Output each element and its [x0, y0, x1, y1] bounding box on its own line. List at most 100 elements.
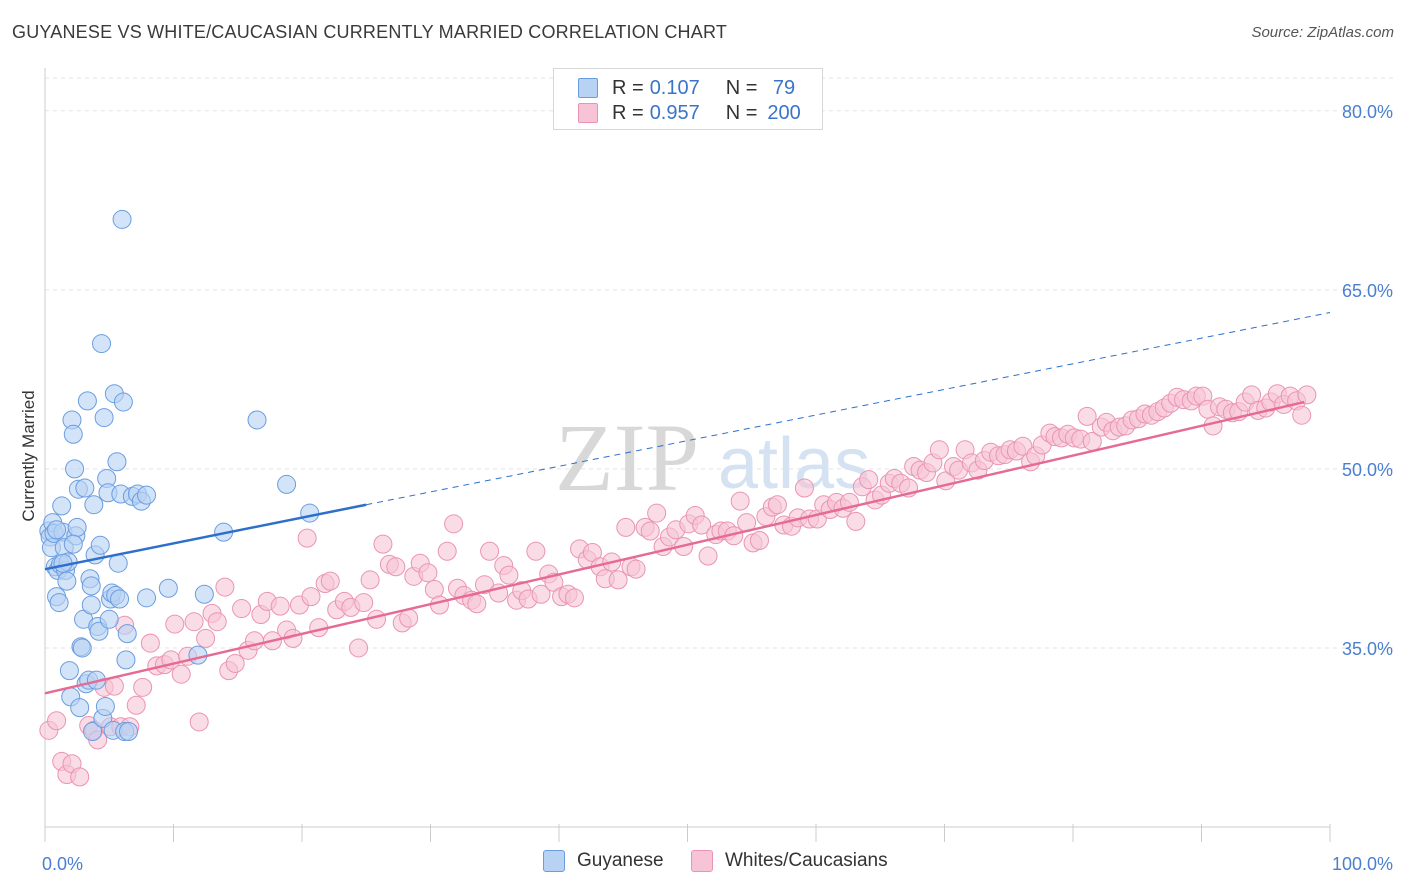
data-point-whites [1292, 405, 1312, 425]
data-point-whites [171, 664, 191, 684]
data-point-guyanese [77, 391, 97, 411]
y-tick-label: 80.0% [1342, 102, 1393, 122]
data-point-guyanese [47, 520, 67, 540]
data-point-whites [1297, 385, 1317, 405]
data-point-guyanese [99, 609, 119, 629]
data-point-whites [616, 517, 636, 537]
data-point-whites [232, 599, 252, 619]
data-point-whites [70, 767, 90, 787]
legend-r-label: R = [612, 76, 644, 99]
data-point-guyanese [65, 459, 85, 479]
data-point-guyanese [194, 584, 214, 604]
data-point-whites [373, 534, 393, 554]
grid [45, 77, 1393, 649]
legend-swatch-pink [691, 850, 713, 872]
data-point-guyanese [83, 722, 103, 742]
watermark-zip: ZIP [555, 404, 699, 511]
data-point-guyanese [94, 408, 114, 428]
legend-swatch-blue [578, 78, 598, 98]
y-tick-labels: 35.0% 50.0% 65.0% 80.0% [1342, 102, 1393, 659]
y-tick-label: 35.0% [1342, 639, 1393, 659]
data-point-whites [297, 528, 317, 548]
data-point-whites [467, 594, 487, 614]
data-point-guyanese [119, 722, 139, 742]
data-point-whites [165, 614, 185, 634]
data-point-guyanese [81, 576, 101, 596]
legend-n-value: 200 [767, 101, 801, 124]
legend-label-whites: Whites/Caucasians [725, 850, 888, 871]
data-point-whites [133, 677, 153, 697]
data-point-guyanese [81, 595, 101, 615]
data-point-guyanese [75, 478, 95, 498]
y-tick-label: 50.0% [1342, 460, 1393, 480]
data-point-whites [749, 531, 769, 551]
data-point-whites [608, 570, 628, 590]
data-point-whites [126, 695, 146, 715]
data-point-guyanese [63, 424, 83, 444]
data-point-whites [354, 593, 374, 613]
data-point-whites [767, 495, 787, 515]
data-point-whites [349, 638, 369, 658]
data-point-guyanese [49, 593, 69, 613]
data-point-guyanese [117, 624, 137, 644]
data-point-whites [480, 541, 500, 561]
watermark: ZIP atlas [555, 404, 870, 511]
data-point-guyanese [59, 661, 79, 681]
data-point-whites [140, 633, 160, 653]
legend-swatch-pink [578, 103, 598, 123]
data-point-whites [1013, 436, 1033, 456]
data-point-guyanese [110, 589, 130, 609]
data-point-whites [531, 584, 551, 604]
legend-row-whites: R = 0.957 N = 200 [578, 100, 801, 126]
data-point-whites [692, 515, 712, 535]
data-point-guyanese [137, 588, 157, 608]
data-point-whites [215, 577, 235, 597]
x-tick-labels: 0.0% 100.0% [42, 854, 1393, 874]
axes [44, 68, 1331, 842]
legend-r-value: 0.957 [649, 101, 700, 124]
data-point-whites [730, 491, 750, 511]
data-point-whites [626, 559, 646, 579]
data-point-whites [444, 514, 464, 534]
y-axis-label: Currently Married [19, 390, 38, 521]
data-point-guyanese [107, 452, 127, 472]
data-point-whites [794, 478, 814, 498]
data-point-guyanese [70, 698, 90, 718]
data-point-guyanese [113, 392, 133, 412]
legend-r-value: 0.107 [649, 76, 700, 99]
data-point-guyanese [300, 503, 320, 523]
data-point-whites [564, 588, 584, 608]
data-point-guyanese [112, 209, 132, 229]
legend-label-guyanese: Guyanese [577, 850, 664, 871]
data-point-whites [386, 557, 406, 577]
legend-swatch-blue [543, 850, 565, 872]
legend-n-value: 79 [767, 76, 796, 99]
data-point-guyanese [92, 334, 112, 354]
data-point-guyanese [52, 496, 72, 516]
data-point-whites [1203, 416, 1223, 436]
trend-line-guyanese-extension [366, 312, 1331, 506]
data-point-guyanese [63, 534, 83, 554]
data-point-guyanese [95, 696, 115, 716]
x-tick-label: 100.0% [1332, 854, 1393, 874]
data-point-whites [846, 511, 866, 531]
data-point-whites [47, 711, 67, 731]
legend-item-guyanese: Guyanese [543, 850, 664, 872]
data-point-whites [929, 440, 949, 460]
data-point-guyanese [57, 571, 77, 591]
data-point-whites [437, 541, 457, 561]
data-point-guyanese [72, 638, 92, 658]
series-whites-points [39, 384, 1317, 787]
data-point-whites [207, 612, 227, 632]
legend-row-guyanese: R = 0.107 N = 79 [578, 75, 795, 101]
data-point-whites [196, 628, 216, 648]
data-point-guyanese [188, 645, 208, 665]
x-tick-label: 0.0% [42, 854, 83, 874]
series-guyanese-points [39, 209, 320, 742]
data-point-guyanese [158, 578, 178, 598]
data-point-whites [474, 575, 494, 595]
series-legend: Guyanese Whites/Caucasians [0, 850, 1406, 878]
data-point-whites [1077, 406, 1097, 426]
data-point-guyanese [137, 485, 157, 505]
data-point-whites [189, 712, 209, 732]
